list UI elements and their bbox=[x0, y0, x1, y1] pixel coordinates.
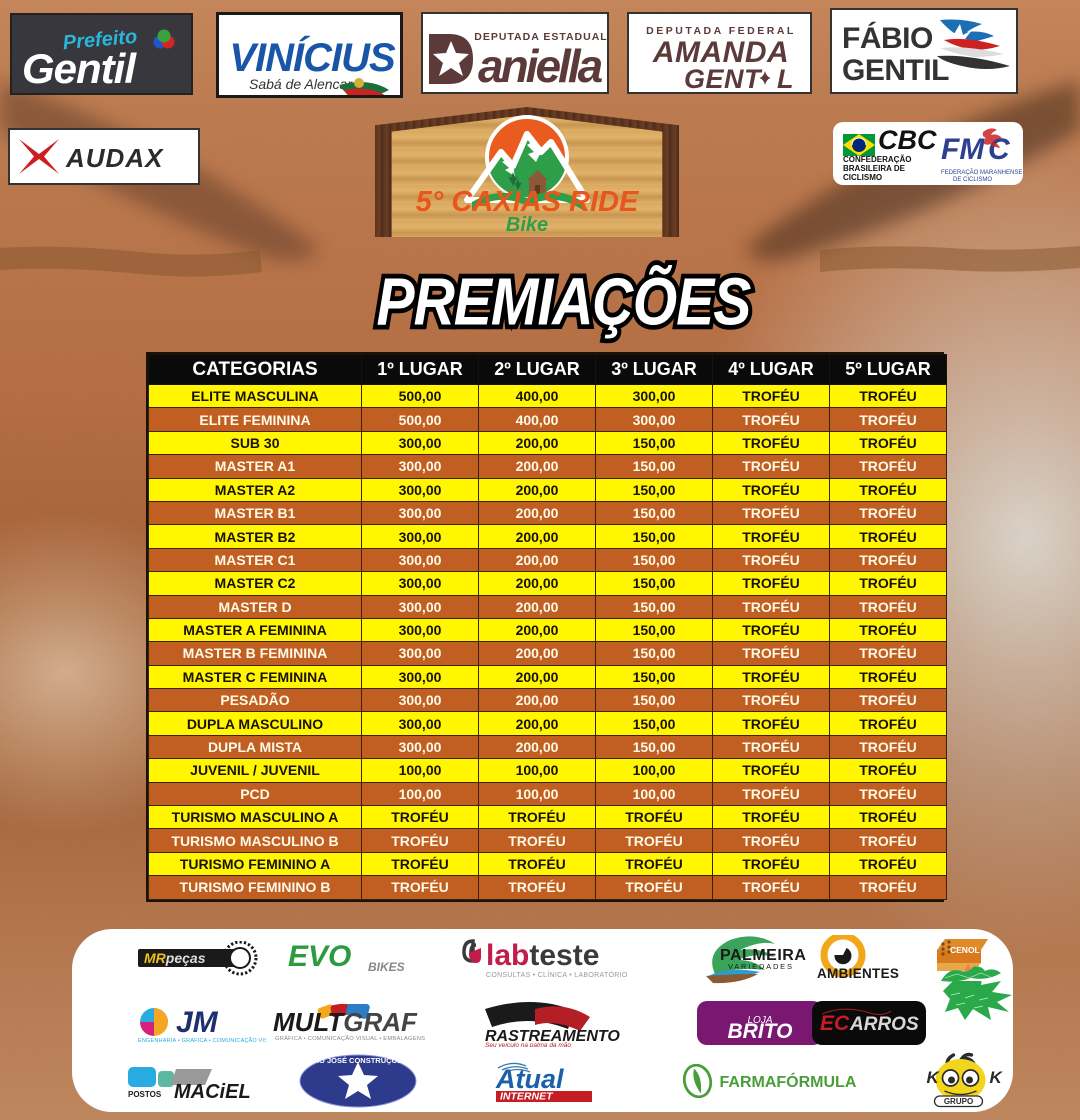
svg-text:ENGENHARIA • GRÁFICA • COMUNIC: ENGENHARIA • GRÁFICA • COMUNICAÇÃO VISUA… bbox=[138, 1037, 266, 1044]
svg-text:GENT: GENT bbox=[684, 64, 763, 94]
svg-text:Bike: Bike bbox=[506, 214, 548, 236]
svg-text:POSTOS: POSTOS bbox=[128, 1090, 162, 1099]
svg-text:Gentil: Gentil bbox=[22, 45, 137, 92]
svg-text:FÁBIO: FÁBIO bbox=[842, 21, 933, 55]
svg-text:labteste: labteste bbox=[486, 939, 599, 972]
svg-text:BRASILEIRA DE: BRASILEIRA DE bbox=[843, 164, 906, 173]
svg-text:Atual: Atual bbox=[495, 1064, 564, 1094]
svg-text:MRpeças: MRpeças bbox=[144, 950, 206, 966]
svg-text:CENOL: CENOL bbox=[950, 945, 980, 955]
svg-text:aniella: aniella bbox=[478, 40, 603, 92]
svg-text:GENTIL: GENTIL bbox=[842, 54, 949, 87]
svg-text:L: L bbox=[777, 64, 794, 94]
svg-text:FARMAFÓRMULA: FARMAFÓRMULA bbox=[720, 1072, 857, 1091]
svg-text:VARIEDADES: VARIEDADES bbox=[728, 962, 794, 971]
svg-text:Seu veículo na palma da mão: Seu veículo na palma da mão bbox=[485, 1042, 571, 1047]
svg-text:GRÁFICA • COMUNICAÇÃO VISUAL •: GRÁFICA • COMUNICAÇÃO VISUAL • EMBALAGEN… bbox=[275, 1035, 425, 1042]
svg-text:GRUPO: GRUPO bbox=[944, 1097, 973, 1106]
svg-text:BRITO: BRITO bbox=[728, 1020, 793, 1043]
svg-text:JM: JM bbox=[176, 1006, 219, 1039]
svg-text:CICLISMO: CICLISMO bbox=[843, 173, 882, 182]
svg-text:CONFEDERAÇÃO: CONFEDERAÇÃO bbox=[843, 155, 911, 164]
svg-text:K: K bbox=[927, 1068, 941, 1087]
svg-text:Sabá de Alencar: Sabá de Alencar bbox=[249, 76, 353, 92]
svg-text:BIKES: BIKES bbox=[368, 960, 405, 974]
svg-text:EVO: EVO bbox=[288, 940, 351, 973]
svg-text:VINÍCIUS: VINÍCIUS bbox=[229, 35, 396, 80]
svg-text:ARROS: ARROS bbox=[849, 1014, 919, 1035]
svg-text:EC: EC bbox=[820, 1012, 850, 1035]
svg-text:AUDAX: AUDAX bbox=[65, 143, 164, 173]
svg-text:INTERNET: INTERNET bbox=[500, 1091, 554, 1103]
svg-text:K: K bbox=[990, 1068, 1004, 1087]
svg-text:FM: FM bbox=[941, 133, 985, 166]
svg-text:CBC: CBC bbox=[878, 125, 937, 155]
svg-text:FEDERAÇÃO MARANHENSE: FEDERAÇÃO MARANHENSE bbox=[941, 169, 1022, 176]
svg-text:DE CICLISMO: DE CICLISMO bbox=[953, 177, 992, 183]
svg-text:AMBIENTES: AMBIENTES bbox=[817, 966, 899, 981]
svg-text:MULTGRAF: MULTGRAF bbox=[273, 1007, 418, 1037]
svg-text:MACiEL: MACiEL bbox=[174, 1081, 251, 1101]
svg-text:CONSULTAS • CLÍNICA • LABORATÓ: CONSULTAS • CLÍNICA • LABORATÓRIO bbox=[486, 970, 628, 979]
svg-text:SÃO JOSÉ CONSTRUÇÕES: SÃO JOSÉ CONSTRUÇÕES bbox=[309, 1056, 408, 1065]
